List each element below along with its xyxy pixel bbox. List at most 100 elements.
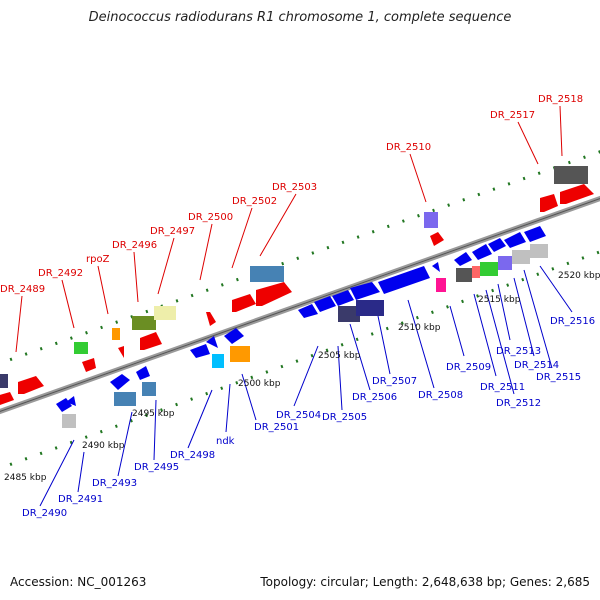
gene-arrow[interactable] bbox=[18, 376, 44, 394]
ruler-tick-label: 2495 kbp bbox=[132, 409, 175, 419]
gene-label-bottom: DR_2516 bbox=[550, 316, 595, 327]
ruler-tick-label: 2515 kbp bbox=[478, 295, 521, 305]
gene-box[interactable] bbox=[212, 354, 224, 368]
gene-label-top: DR_2517 bbox=[490, 110, 535, 121]
gene-arrow[interactable] bbox=[298, 304, 318, 318]
gene-arrow[interactable] bbox=[350, 282, 380, 300]
gene-box[interactable] bbox=[114, 392, 136, 406]
ruler-tick-label: 2485 kbp bbox=[4, 473, 47, 483]
gene-box[interactable] bbox=[0, 374, 8, 388]
gene-box[interactable] bbox=[132, 316, 156, 330]
gene-box[interactable] bbox=[250, 266, 284, 282]
ruler-tick-label: 2510 kbp bbox=[398, 323, 441, 333]
gene-arrow[interactable] bbox=[430, 232, 444, 246]
gene-label-bottom: DR_2508 bbox=[418, 390, 463, 401]
gene-arrow[interactable] bbox=[66, 396, 76, 406]
gene-label-bottom: ndk bbox=[216, 436, 235, 447]
gene-arrow[interactable] bbox=[118, 346, 124, 358]
gene-box[interactable] bbox=[436, 278, 446, 292]
gene-box[interactable] bbox=[112, 328, 120, 340]
gene-arrow[interactable] bbox=[454, 252, 472, 266]
gene-label-bottom: DR_2511 bbox=[480, 382, 525, 393]
genome-summary: Topology: circular; Length: 2,648,638 bp… bbox=[260, 575, 590, 589]
gene-box[interactable] bbox=[498, 256, 512, 270]
gene-label-bottom: DR_2513 bbox=[496, 346, 541, 357]
top-genes bbox=[0, 166, 594, 405]
gene-label-bottom: DR_2493 bbox=[92, 478, 137, 489]
gene-box[interactable] bbox=[142, 382, 156, 396]
gene-arrow[interactable] bbox=[540, 194, 558, 212]
gene-arrow[interactable] bbox=[82, 358, 96, 372]
bottom-leader-lines bbox=[39, 265, 573, 507]
gene-label-bottom: DR_2507 bbox=[372, 376, 417, 387]
gene-arrow[interactable] bbox=[190, 344, 210, 358]
gene-arrow[interactable] bbox=[256, 282, 292, 306]
gene-box[interactable] bbox=[154, 306, 176, 320]
gene-arrow[interactable] bbox=[206, 312, 216, 326]
ruler-tick-label: 2490 kbp bbox=[82, 441, 125, 451]
gene-label-bottom: DR_2501 bbox=[254, 422, 299, 433]
gene-arrow[interactable] bbox=[232, 294, 256, 312]
gene-box[interactable] bbox=[424, 212, 438, 228]
gene-box[interactable] bbox=[338, 306, 360, 322]
gene-arrow[interactable] bbox=[560, 184, 594, 204]
gene-box[interactable] bbox=[356, 300, 384, 316]
gene-label-top: DR_2502 bbox=[232, 196, 277, 207]
gene-box[interactable] bbox=[512, 250, 530, 264]
gene-box[interactable] bbox=[62, 414, 76, 428]
gene-box[interactable] bbox=[456, 268, 472, 282]
gene-box[interactable] bbox=[530, 244, 548, 258]
top-leader-lines bbox=[15, 105, 563, 353]
gene-label-bottom: DR_2491 bbox=[58, 494, 103, 505]
gene-arrow[interactable] bbox=[332, 290, 354, 306]
ruler-labels: 2485 kbp 2490 kbp 2495 kbp 2500 kbp 2505 kbp… bbox=[4, 271, 600, 483]
gene-arrow[interactable] bbox=[224, 328, 244, 344]
gene-label-bottom: DR_2495 bbox=[134, 462, 179, 473]
gene-arrow[interactable] bbox=[524, 226, 546, 242]
page-title: Deinococcus radiodurans R1 chromosome 1,… bbox=[88, 10, 512, 25]
gene-box[interactable] bbox=[480, 262, 498, 276]
ruler-tick-label: 2500 kbp bbox=[238, 379, 281, 389]
chromosome-backbone-core bbox=[0, 198, 600, 412]
gene-label-top: DR_2492 bbox=[38, 268, 83, 279]
gene-label-top: DR_2497 bbox=[150, 226, 195, 237]
gene-arrow[interactable] bbox=[206, 336, 218, 348]
gene-arrow[interactable] bbox=[110, 374, 130, 390]
gene-label-top: DR_2503 bbox=[272, 182, 317, 193]
gene-label-top: DR_2510 bbox=[386, 142, 431, 153]
gene-label-top: DR_2489 bbox=[0, 284, 45, 295]
gene-box[interactable] bbox=[472, 266, 480, 278]
gene-label-bottom: DR_2505 bbox=[322, 412, 367, 423]
gene-arrow[interactable] bbox=[472, 244, 492, 260]
gene-label-bottom: DR_2498 bbox=[170, 450, 215, 461]
gene-arrow[interactable] bbox=[504, 232, 526, 248]
gene-label-bottom: DR_2506 bbox=[352, 392, 397, 403]
gene-label-top: rpoZ bbox=[86, 254, 110, 265]
gene-arrow[interactable] bbox=[0, 392, 14, 405]
gene-label-top: DR_2518 bbox=[538, 94, 583, 105]
gene-arrow[interactable] bbox=[314, 296, 336, 312]
bottom-genes bbox=[56, 226, 548, 428]
gene-arrow[interactable] bbox=[432, 262, 440, 272]
gene-arrow[interactable] bbox=[378, 266, 430, 294]
gene-label-bottom: DR_2514 bbox=[514, 360, 559, 371]
gene-box[interactable] bbox=[230, 346, 250, 362]
gene-arrow[interactable] bbox=[488, 238, 506, 252]
gene-label-top: DR_2500 bbox=[188, 212, 233, 223]
gene-arrow[interactable] bbox=[140, 332, 162, 350]
accession-label: Accession: NC_001263 bbox=[10, 575, 147, 589]
gene-box[interactable] bbox=[74, 342, 88, 354]
ruler-tick-label: 2520 kbp bbox=[558, 271, 600, 281]
gene-label-bottom: DR_2490 bbox=[22, 508, 67, 519]
gene-arrow[interactable] bbox=[136, 366, 150, 380]
gene-label-bottom: DR_2512 bbox=[496, 398, 541, 409]
gene-box[interactable] bbox=[554, 166, 588, 184]
gene-label-bottom: DR_2504 bbox=[276, 410, 321, 421]
gene-label-bottom: DR_2515 bbox=[536, 372, 581, 383]
gene-label-bottom: DR_2509 bbox=[446, 362, 491, 373]
ruler-tick-label: 2505 kbp bbox=[318, 351, 361, 361]
